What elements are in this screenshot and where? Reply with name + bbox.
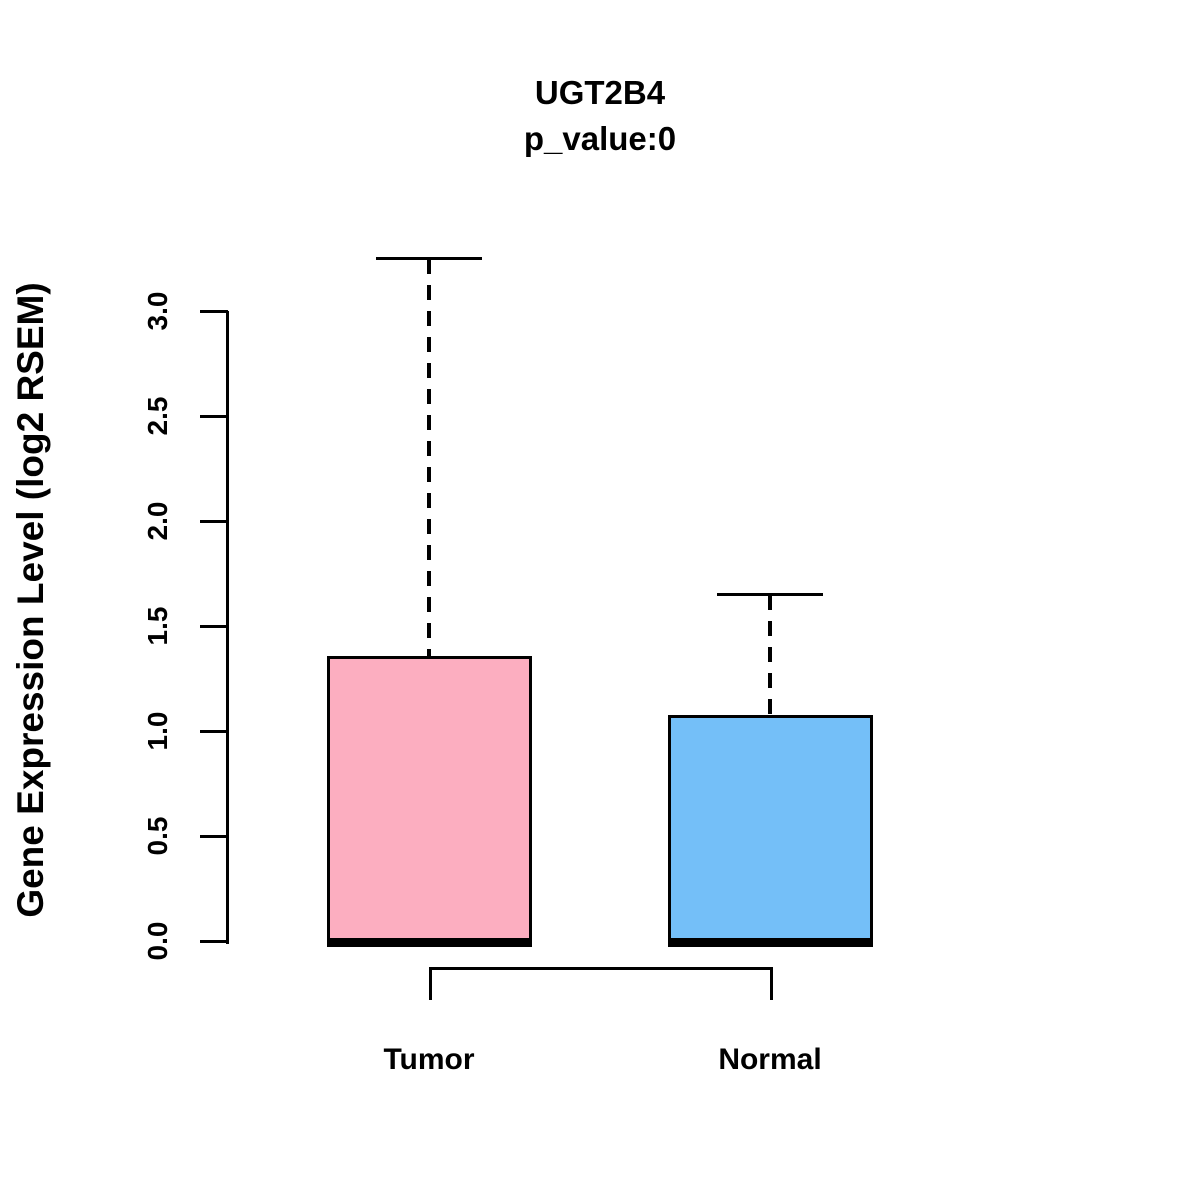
y-axis-tick [200,309,228,313]
box-tumor [326,656,532,943]
y-axis-tick [200,729,228,733]
chart-subtitle: p_value:0 [523,120,677,157]
median-line-tumor [326,937,532,947]
y-tick-label: 0.5 [142,816,173,856]
y-tick-label: 2.0 [142,501,173,541]
whisker-tumor [427,258,431,658]
median-line-normal [667,937,873,947]
y-tick-label: 0.0 [142,921,173,961]
whisker-cap-normal [717,593,823,596]
y-tick-label: 3.0 [142,291,173,331]
x-category-label-normal: Normal [718,1043,822,1076]
y-axis-label: Gene Expression Level (log2 RSEM) [10,282,51,918]
y-axis-tick [200,624,228,628]
y-axis-tick [200,939,228,943]
y-axis-tick [200,519,228,523]
y-tick-label: 2.5 [142,396,173,436]
comparison-bracket-left-tick [429,967,432,1000]
y-tick-label: 1.5 [142,606,173,646]
whisker-cap-tumor [376,257,482,260]
box-normal [667,714,873,943]
y-axis-tick [200,414,228,418]
comparison-bracket-horizontal [429,967,773,970]
chart-title: UGT2B4 [534,74,666,111]
y-axis-line [226,311,229,944]
y-tick-label: 1.0 [142,711,173,751]
y-axis-tick [200,834,228,838]
comparison-bracket-right-tick [770,967,773,1000]
x-category-label-tumor: Tumor [383,1043,475,1076]
whisker-normal [768,594,772,717]
